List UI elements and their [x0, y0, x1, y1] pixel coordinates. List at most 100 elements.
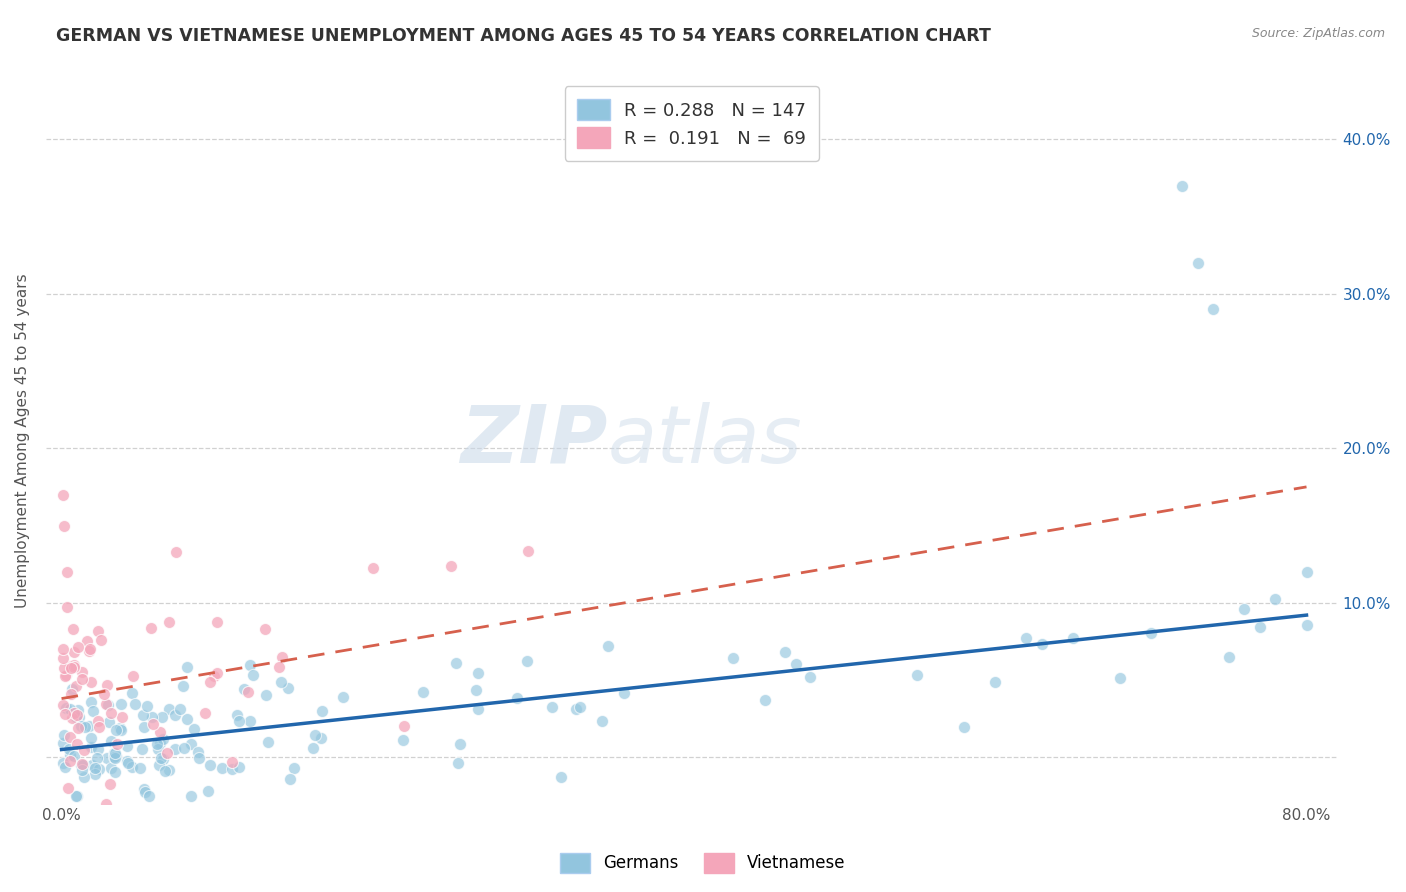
Point	[59, 661, 82, 675]
Point	[104, 765, 127, 780]
Point	[211, 761, 233, 775]
Point	[228, 759, 250, 773]
Point	[89, 720, 111, 734]
Text: Source: ZipAtlas.com: Source: ZipAtlas.com	[1251, 27, 1385, 40]
Point	[301, 740, 323, 755]
Point	[98, 777, 121, 791]
Point	[79, 675, 101, 690]
Point	[70, 665, 93, 679]
Point	[117, 756, 139, 771]
Point	[52, 487, 75, 501]
Point	[98, 715, 121, 730]
Point	[197, 783, 219, 797]
Point	[59, 701, 82, 715]
Point	[361, 561, 384, 575]
Point	[80, 740, 103, 755]
Point	[449, 737, 471, 751]
Legend: R = 0.288   N = 147, R =  0.191   N =  69: R = 0.288 N = 147, R = 0.191 N = 69	[565, 87, 818, 161]
Point	[953, 720, 976, 734]
Text: GERMAN VS VIETNAMESE UNEMPLOYMENT AMONG AGES 45 TO 54 YEARS CORRELATION CHART: GERMAN VS VIETNAMESE UNEMPLOYMENT AMONG …	[56, 27, 991, 45]
Point	[122, 669, 145, 683]
Point	[69, 719, 91, 733]
Point	[165, 545, 187, 559]
Point	[1171, 178, 1194, 193]
Point	[84, 761, 107, 775]
Point	[256, 688, 278, 702]
Point	[94, 797, 117, 811]
Point	[613, 686, 636, 700]
Point	[67, 710, 90, 724]
Point	[52, 728, 75, 742]
Point	[228, 714, 250, 728]
Point	[565, 702, 588, 716]
Point	[53, 518, 76, 533]
Point	[146, 741, 169, 756]
Point	[82, 704, 104, 718]
Point	[53, 760, 76, 774]
Point	[110, 723, 132, 737]
Point	[52, 651, 75, 665]
Point	[70, 757, 93, 772]
Point	[70, 763, 93, 777]
Point	[304, 728, 326, 742]
Point	[205, 615, 228, 630]
Point	[176, 712, 198, 726]
Point	[65, 789, 87, 803]
Point	[173, 740, 195, 755]
Point	[84, 767, 107, 781]
Point	[105, 723, 128, 738]
Point	[100, 734, 122, 748]
Point	[157, 615, 180, 630]
Point	[270, 674, 292, 689]
Point	[271, 650, 294, 665]
Point	[131, 742, 153, 756]
Point	[132, 707, 155, 722]
Point	[180, 789, 202, 803]
Point	[1218, 650, 1240, 665]
Point	[183, 723, 205, 737]
Point	[467, 665, 489, 680]
Point	[269, 660, 291, 674]
Point	[53, 661, 76, 675]
Point	[121, 686, 143, 700]
Point	[108, 721, 131, 735]
Point	[311, 704, 333, 718]
Point	[89, 763, 111, 777]
Point	[103, 746, 125, 760]
Point	[157, 702, 180, 716]
Point	[63, 706, 86, 720]
Point	[236, 685, 259, 699]
Point	[115, 754, 138, 768]
Point	[134, 784, 156, 798]
Point	[97, 698, 120, 713]
Point	[87, 624, 110, 639]
Point	[984, 674, 1007, 689]
Point	[517, 544, 540, 558]
Point	[52, 735, 75, 749]
Point	[1062, 632, 1084, 646]
Point	[596, 639, 619, 653]
Point	[58, 742, 80, 756]
Point	[146, 737, 169, 751]
Point	[55, 668, 77, 682]
Point	[150, 710, 173, 724]
Point	[96, 678, 118, 692]
Point	[156, 746, 179, 760]
Point	[56, 599, 79, 614]
Point	[198, 675, 221, 690]
Point	[53, 669, 76, 683]
Point	[149, 751, 172, 765]
Text: ZIP: ZIP	[461, 401, 607, 480]
Point	[52, 756, 75, 770]
Point	[66, 789, 89, 803]
Point	[128, 761, 150, 775]
Point	[73, 742, 96, 756]
Point	[152, 752, 174, 766]
Point	[568, 700, 591, 714]
Point	[799, 670, 821, 684]
Point	[73, 720, 96, 734]
Point	[104, 751, 127, 765]
Point	[56, 565, 79, 579]
Point	[187, 745, 209, 759]
Point	[148, 758, 170, 772]
